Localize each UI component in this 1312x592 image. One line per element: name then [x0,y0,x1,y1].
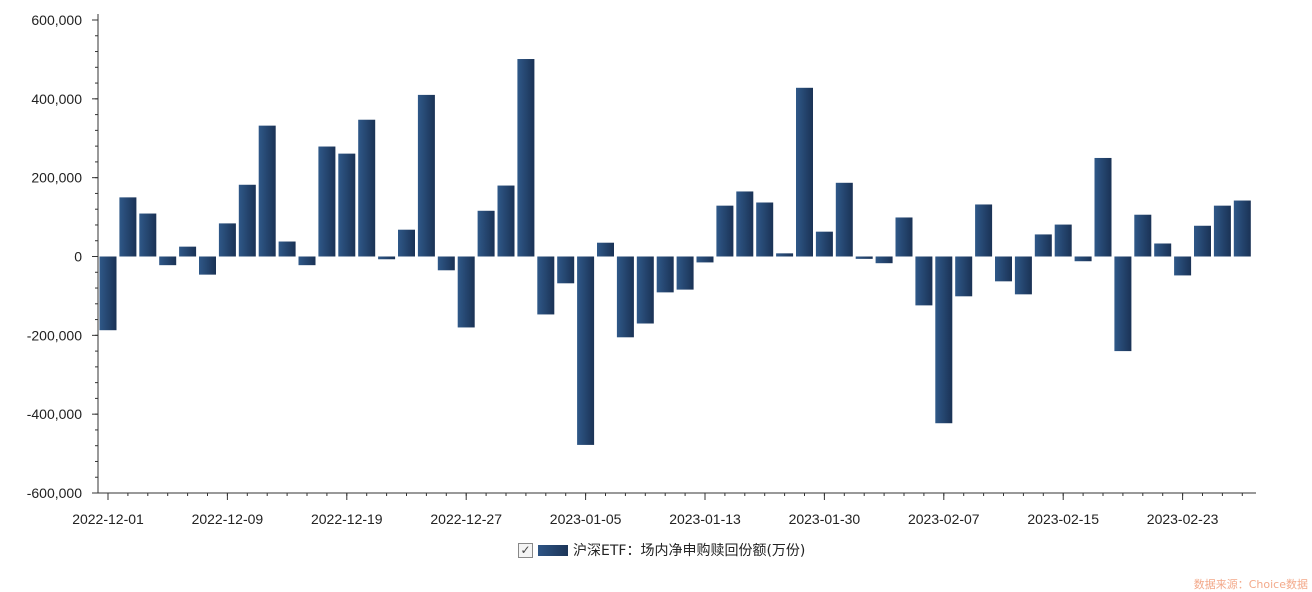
bar [557,256,575,284]
bar [159,256,177,266]
bar [218,223,236,257]
bar [975,204,993,257]
bar [199,256,216,275]
bar [935,256,953,424]
x-tick-label: 2022-12-01 [72,511,144,527]
bar [1034,234,1052,257]
bar [736,191,754,257]
bar [179,246,197,257]
bar [1194,225,1211,257]
legend-swatch [538,544,568,556]
bar [278,241,296,257]
x-tick-label: 2023-02-07 [908,511,980,527]
x-tick-label: 2023-02-23 [1147,511,1219,527]
bar [756,202,774,257]
bar [537,256,555,315]
bar [835,182,853,257]
x-tick-label: 2022-12-27 [430,511,502,527]
bar [815,231,833,257]
y-tick-label: 200,000 [31,170,82,186]
y-tick-label: 600,000 [31,12,82,28]
bar [1213,205,1231,257]
bar [457,256,475,328]
x-tick-label: 2023-01-13 [669,511,741,527]
y-tick-label: -200,000 [27,327,82,343]
bar [796,87,813,257]
bar [358,119,376,257]
bar [597,242,614,257]
x-tick-label: 2023-01-05 [550,511,622,527]
x-tick-label: 2023-02-15 [1027,511,1099,527]
bar [437,256,455,271]
bar [1174,256,1192,276]
bar [1134,214,1152,257]
legend[interactable]: ✓ 沪深ETF：场内净申购赎回份额(万份) [518,540,805,560]
bar [1054,224,1072,257]
bar [318,146,336,257]
bar [1074,256,1092,262]
bar [338,153,356,257]
legend-label: 沪深ETF：场内净申购赎回份额(万份) [573,543,806,559]
y-tick-label: 0 [74,249,82,265]
bar [895,217,913,257]
bar [1094,157,1112,257]
bar [696,256,714,263]
bar [915,256,933,306]
y-tick-label: -600,000 [27,485,82,501]
y-tick-label: -400,000 [27,406,82,422]
bar [298,256,316,266]
bar [616,256,634,338]
y-tick-label: 400,000 [31,91,82,107]
bar [378,256,396,260]
bar [139,213,157,257]
bar [776,253,794,257]
bar [955,256,973,297]
x-tick-label: 2022-12-19 [311,511,383,527]
bar [1154,243,1172,257]
legend-checkbox[interactable]: ✓ [518,542,533,558]
bar [875,256,893,264]
bar [995,256,1012,282]
bar [99,256,117,331]
bar [1014,256,1032,295]
bar [477,210,495,257]
bar [258,125,276,257]
bar [1114,256,1132,352]
bar [855,256,873,259]
bar [656,256,674,293]
bar [119,197,137,257]
watermark: 数据来源：Choice数据 [1193,578,1308,591]
bar [398,229,415,257]
bar [417,94,435,257]
x-tick-label: 2023-01-30 [789,511,861,527]
x-tick-label: 2022-12-09 [192,511,264,527]
bar [577,256,595,445]
bar [497,185,515,257]
bar [238,184,256,257]
bar [1233,200,1251,257]
bar [676,256,694,290]
bar [636,256,654,324]
bar [517,59,535,257]
bar [716,205,734,257]
